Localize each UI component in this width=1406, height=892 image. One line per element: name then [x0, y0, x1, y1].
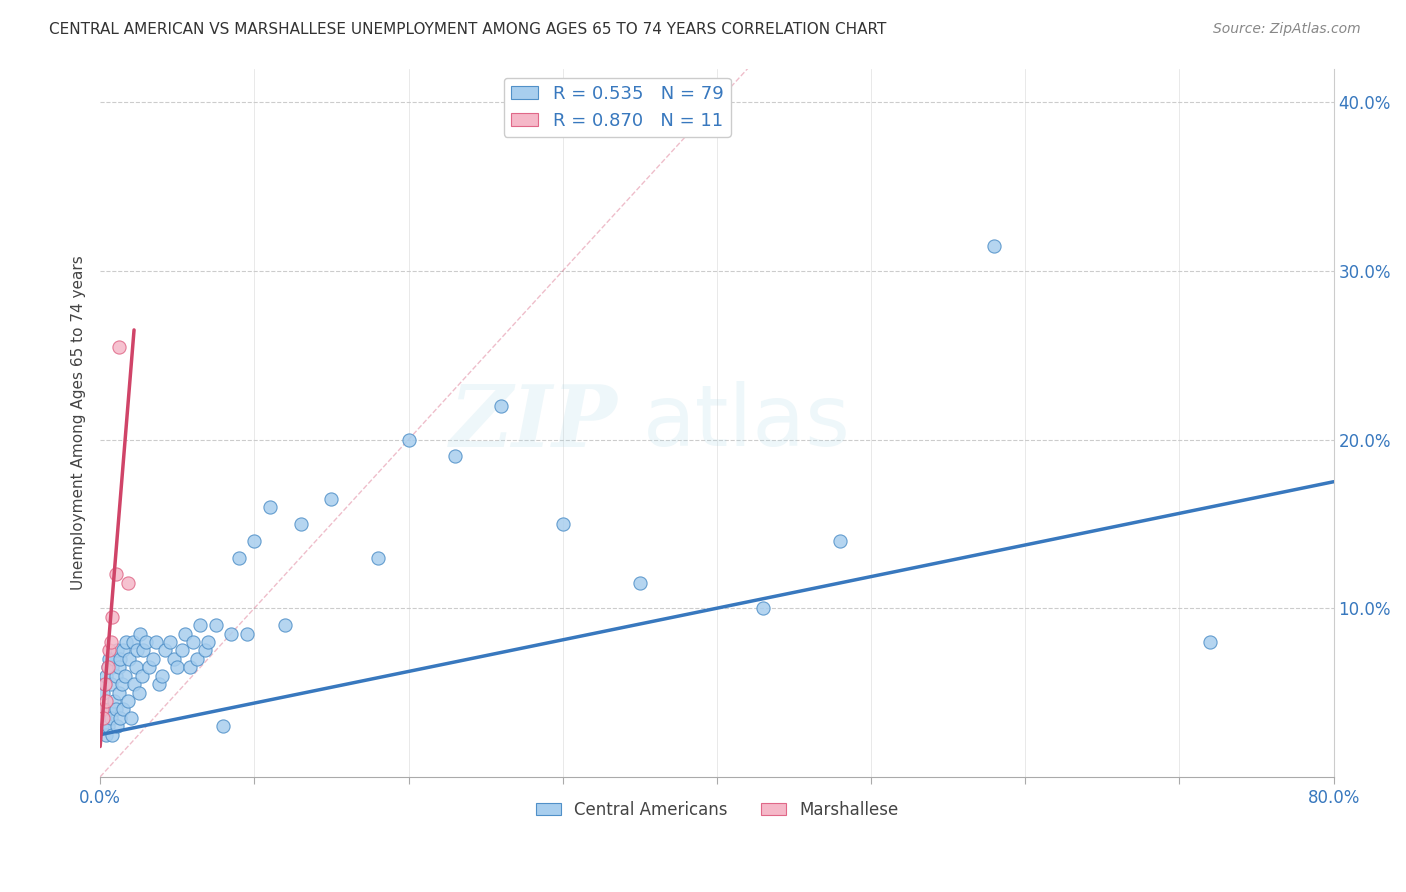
Point: [118, 652, 141, 666]
Point: [398, 433, 420, 447]
Point: [112, 643, 135, 657]
Point: [159, 635, 181, 649]
Point: [197, 635, 219, 649]
Point: [120, 711, 142, 725]
Point: [91, 711, 114, 725]
Point: [142, 652, 165, 666]
Point: [91, 685, 114, 699]
Point: [321, 491, 343, 506]
Point: [153, 643, 176, 657]
Point: [90, 719, 112, 733]
Point: [94, 677, 117, 691]
Point: [103, 694, 125, 708]
Point: [117, 575, 139, 590]
Point: [259, 500, 281, 514]
Point: [174, 626, 197, 640]
Point: [98, 652, 121, 666]
Point: [124, 660, 146, 674]
Y-axis label: Unemployment Among Ages 65 to 74 years: Unemployment Among Ages 65 to 74 years: [72, 255, 86, 591]
Point: [290, 516, 312, 531]
Point: [107, 685, 129, 699]
Point: [101, 609, 124, 624]
Point: [188, 618, 211, 632]
Point: [96, 668, 118, 682]
Point: [179, 660, 201, 674]
Point: [145, 635, 167, 649]
Point: [166, 660, 188, 674]
Text: CENTRAL AMERICAN VS MARSHALLESE UNEMPLOYMENT AMONG AGES 65 TO 74 YEARS CORRELATI: CENTRAL AMERICAN VS MARSHALLESE UNEMPLOY…: [49, 22, 887, 37]
Point: [194, 643, 217, 657]
Point: [830, 533, 852, 548]
Point: [108, 652, 131, 666]
Point: [170, 643, 193, 657]
Point: [243, 533, 266, 548]
Point: [138, 660, 160, 674]
Point: [219, 626, 242, 640]
Point: [97, 660, 120, 674]
Point: [489, 399, 512, 413]
Point: [100, 677, 122, 691]
Point: [96, 694, 118, 708]
Point: [122, 677, 145, 691]
Point: [228, 550, 250, 565]
Point: [148, 677, 170, 691]
Point: [1199, 635, 1222, 649]
Point: [135, 635, 157, 649]
Point: [105, 719, 128, 733]
Point: [212, 719, 235, 733]
Point: [443, 450, 465, 464]
Point: [274, 618, 297, 632]
Point: [97, 660, 120, 674]
Point: [551, 516, 574, 531]
Point: [114, 668, 136, 682]
Point: [127, 643, 149, 657]
Point: [104, 567, 127, 582]
Point: [108, 711, 131, 725]
Point: [100, 635, 122, 649]
Point: [111, 677, 134, 691]
Legend: Central Americans, Marshallese: Central Americans, Marshallese: [529, 794, 905, 825]
Point: [94, 677, 117, 691]
Point: [204, 618, 226, 632]
Point: [983, 238, 1005, 252]
Point: [107, 660, 129, 674]
Point: [367, 550, 389, 565]
Point: [115, 635, 138, 649]
Point: [132, 643, 155, 657]
Point: [97, 719, 120, 733]
Point: [96, 728, 118, 742]
Point: [117, 694, 139, 708]
Point: [107, 340, 129, 354]
Point: [628, 575, 651, 590]
Point: [163, 652, 186, 666]
Point: [101, 660, 124, 674]
Point: [104, 668, 127, 682]
Text: Source: ZipAtlas.com: Source: ZipAtlas.com: [1213, 22, 1361, 37]
Text: atlas: atlas: [643, 381, 851, 464]
Point: [91, 702, 114, 716]
Point: [112, 702, 135, 716]
Point: [90, 702, 112, 716]
Point: [98, 702, 121, 716]
Point: [181, 635, 204, 649]
Point: [186, 652, 208, 666]
Point: [104, 702, 127, 716]
Point: [105, 643, 128, 657]
Point: [98, 643, 121, 657]
Point: [131, 668, 153, 682]
Point: [101, 728, 124, 742]
Point: [100, 711, 122, 725]
Point: [129, 626, 152, 640]
Point: [103, 652, 125, 666]
Point: [150, 668, 173, 682]
Point: [128, 685, 150, 699]
Point: [752, 601, 775, 615]
Point: [94, 711, 117, 725]
Point: [121, 635, 143, 649]
Point: [235, 626, 257, 640]
Text: ZIP: ZIP: [450, 381, 619, 465]
